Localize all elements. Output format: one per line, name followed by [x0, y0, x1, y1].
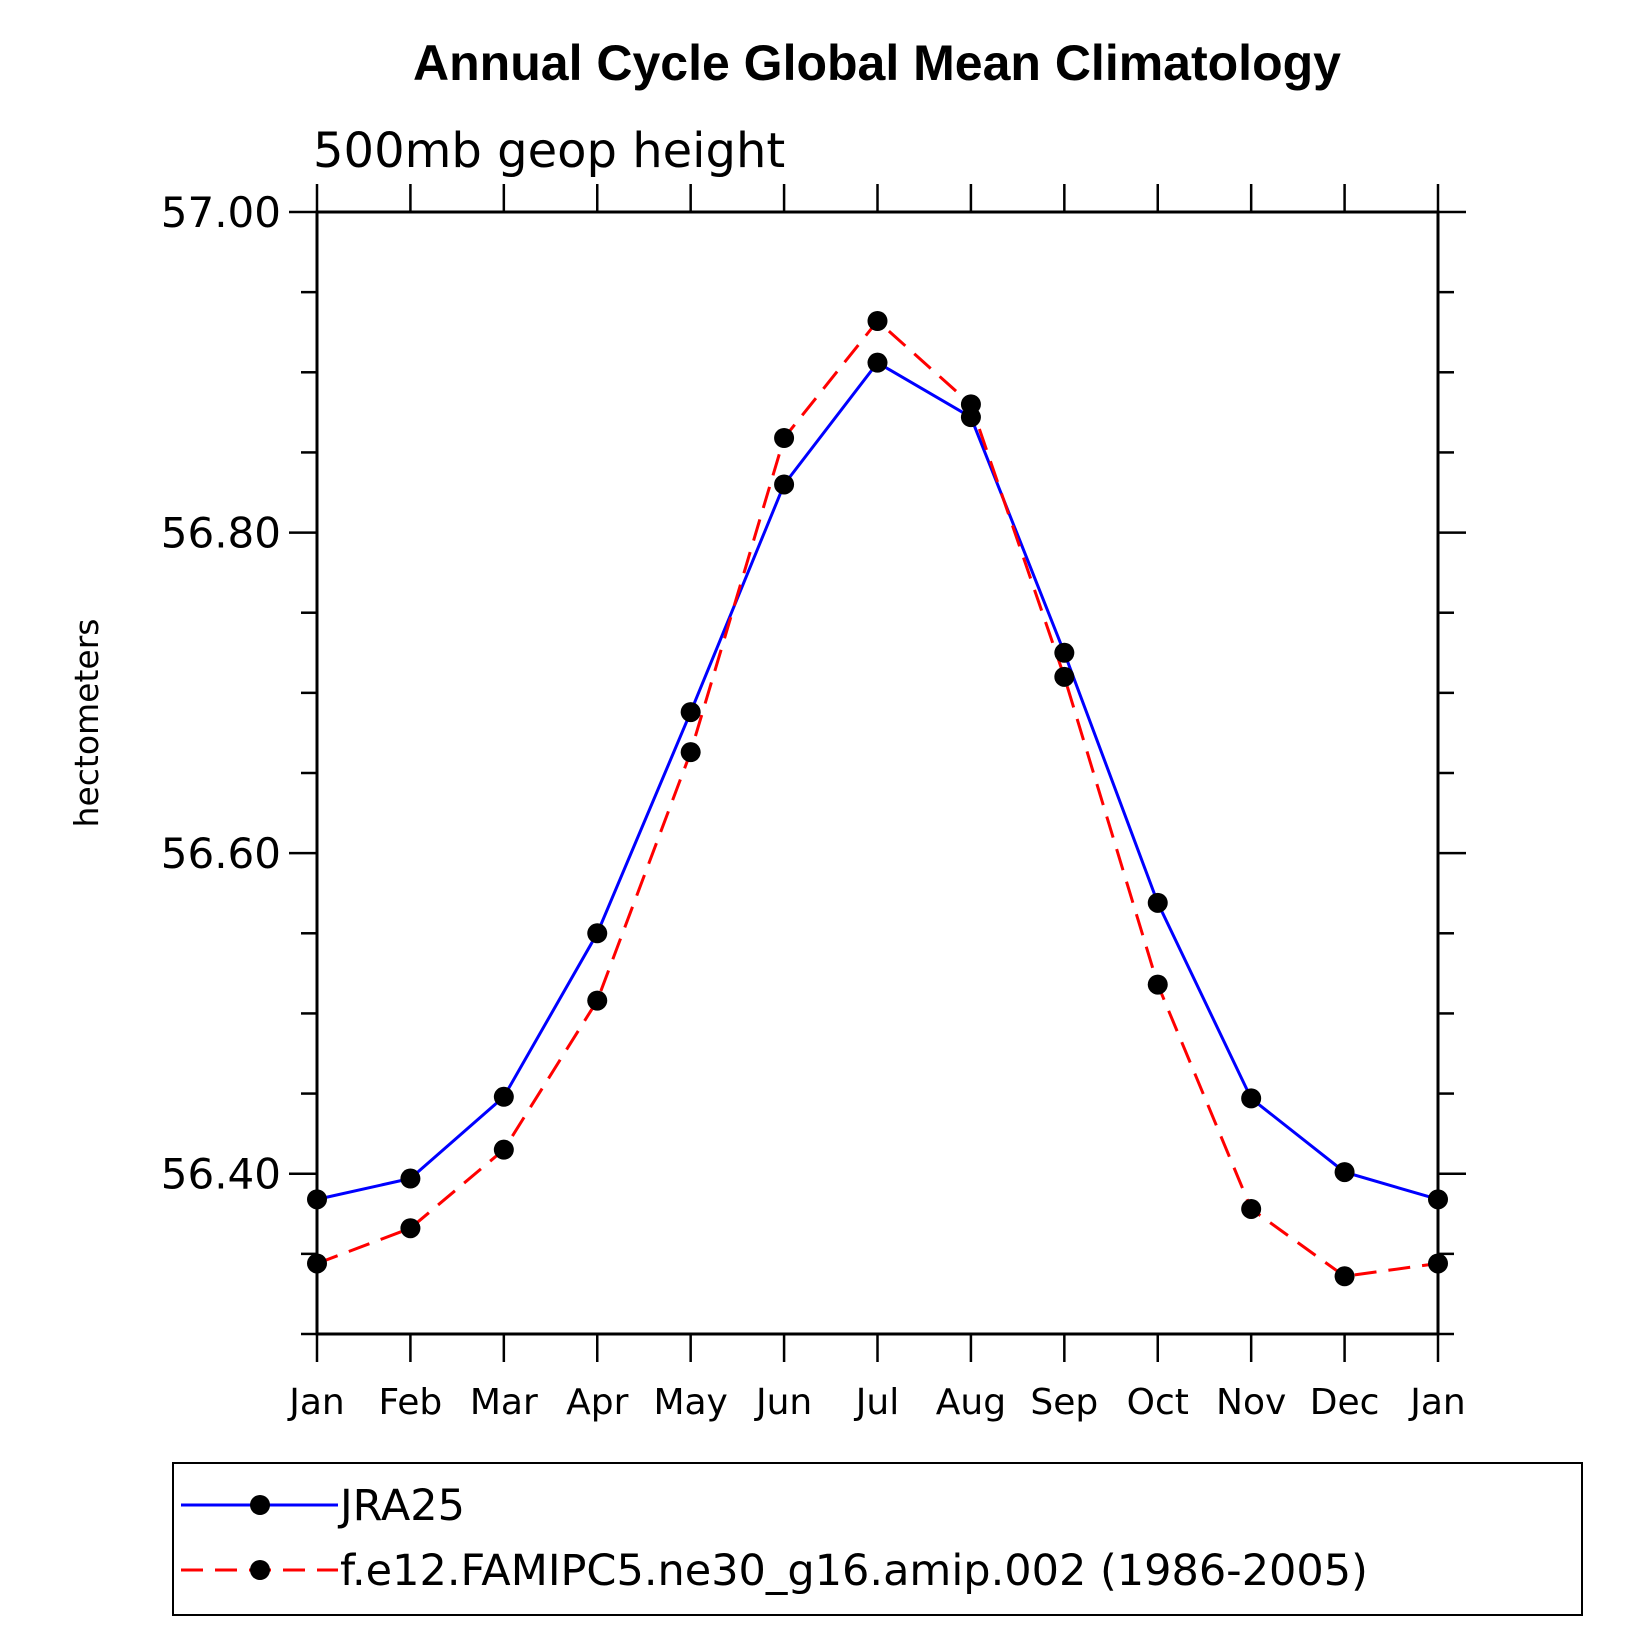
x-tick-label: Aug: [936, 1382, 1006, 1423]
x-tick-label: Dec: [1310, 1382, 1380, 1423]
x-tick-label: Mar: [470, 1382, 538, 1423]
data-point-series-1: [587, 990, 608, 1011]
y-tick-label: 57.00: [161, 188, 281, 237]
x-tick-label: Apr: [566, 1382, 628, 1423]
data-point-series-0: [587, 923, 608, 944]
y-axis: 57.00 56.80 56.60 56.40: [161, 188, 1466, 1336]
data-point-series-1: [960, 394, 981, 415]
data-point-series-0: [307, 1189, 327, 1210]
x-tick-label: Feb: [379, 1382, 443, 1423]
plot-frame: [315, 210, 1440, 1336]
data-point-series-1: [1241, 1198, 1262, 1219]
data-point-series-0: [1334, 1162, 1355, 1183]
x-tick-label: Jun: [754, 1382, 812, 1423]
data-point-series-1: [1147, 974, 1168, 995]
data-point-series-1: [867, 310, 888, 331]
data-point-series-1: [680, 742, 701, 763]
data-point-series-0: [493, 1086, 514, 1107]
data-point-series-1: [400, 1218, 421, 1239]
data-point-series-1: [307, 1253, 327, 1274]
data-point-series-0: [1147, 892, 1168, 913]
series-layer: [307, 310, 1448, 1287]
legend-label-model: f.e12.FAMIPC5.ne30_g16.amip.002 (1986-20…: [340, 1546, 1368, 1596]
data-point-series-1: [1334, 1266, 1355, 1287]
legend-marker-model: [250, 1560, 270, 1580]
y-tick-label: 56.40: [161, 1150, 281, 1199]
data-point-series-1: [774, 428, 795, 449]
y-tick-label: 56.80: [161, 509, 281, 558]
legend-box: [172, 1462, 1583, 1616]
data-point-series-0: [400, 1168, 421, 1189]
data-point-series-0: [1054, 642, 1075, 663]
x-tick-label: May: [653, 1382, 727, 1423]
legend: JRA25 f.e12.FAMIPC5.ne30_g16.amip.002 (1…: [172, 1462, 1583, 1616]
series-line-0: [316, 360, 1439, 1201]
chart-subtitle: 500mb geop height: [313, 123, 785, 179]
x-tick-label: Oct: [1127, 1382, 1189, 1423]
data-point-series-1: [1428, 1253, 1448, 1274]
x-tick-label: Sep: [1030, 1382, 1098, 1423]
x-tick-label: Jan: [287, 1382, 345, 1423]
data-point-series-0: [867, 352, 888, 373]
data-point-series-0: [1241, 1088, 1262, 1109]
x-axis: Jan Feb Mar Apr May Jun Jul Aug Sep Oct Nov Dec Jan: [287, 184, 1466, 1423]
data-point-series-0: [680, 702, 701, 723]
data-point-series-0: [774, 474, 795, 495]
y-axis-label: hectometers: [67, 619, 106, 828]
series-line-1: [316, 318, 1439, 1278]
data-point-series-1: [493, 1139, 514, 1160]
data-point-series-1: [1054, 666, 1075, 687]
x-tick-label: Nov: [1216, 1382, 1286, 1423]
x-tick-label: Jan: [1408, 1382, 1466, 1423]
data-point-series-0: [1428, 1189, 1448, 1210]
legend-label-jra25: JRA25: [337, 1481, 465, 1531]
chart-title: Annual Cycle Global Mean Climatology: [413, 35, 1341, 91]
y-tick-label: 56.60: [161, 829, 281, 878]
legend-marker-jra25: [250, 1495, 270, 1515]
x-tick-label: Jul: [854, 1382, 899, 1423]
